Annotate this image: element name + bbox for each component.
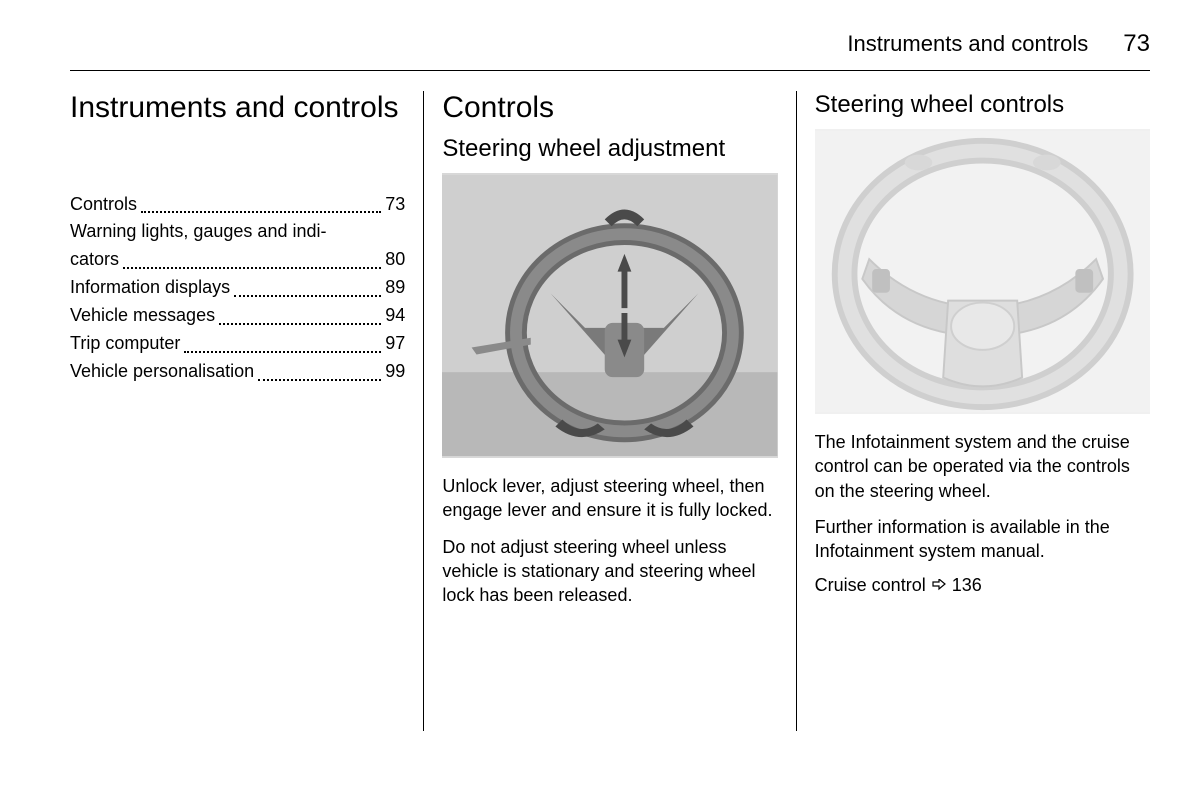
toc-entry: Trip computer 97 [70,330,405,358]
toc-leader-dots [123,267,381,269]
toc-entry: Vehicle personalisation 99 [70,358,405,386]
section-heading: Controls [442,91,777,125]
column-2: Controls Steering wheel adjustment [424,91,795,731]
toc-leader-dots [219,323,381,325]
table-of-contents: Controls 73Warning lights, gauges and ind… [70,191,405,386]
toc-leader-dots [141,211,381,213]
steering-controls-figure [815,129,1150,414]
toc-label: Information displays [70,274,230,302]
toc-page: 97 [385,330,405,358]
xref-label: Cruise control [815,575,926,596]
steering-adjustment-figure [442,173,777,458]
toc-page: 89 [385,274,405,302]
paragraph: The Infotainment system and the cruise c… [815,430,1150,503]
toc-leader-dots [258,379,381,381]
toc-entry: Vehicle messages 94 [70,302,405,330]
toc-leader-dots [184,351,381,353]
column-1: Instruments and controls Controls 73Warni… [70,91,423,731]
toc-label: Vehicle personalisation [70,358,254,386]
toc-entry: cators 80 [70,246,405,274]
paragraph: Further information is available in the … [815,515,1150,564]
paragraph: Unlock lever, adjust steering wheel, the… [442,474,777,523]
toc-page: 94 [385,302,405,330]
toc-label: Controls [70,191,137,219]
header-title: Instruments and controls [847,31,1088,57]
toc-page: 73 [385,191,405,219]
toc-page: 80 [385,246,405,274]
toc-label: Trip computer [70,330,180,358]
header-page-number: 73 [1123,30,1150,58]
toc-entry: Warning lights, gauges and indi- [70,218,405,246]
toc-label: Vehicle messages [70,302,215,330]
toc-entry: Controls 73 [70,191,405,219]
paragraph: Do not adjust steering wheel unless vehi… [442,535,777,608]
chapter-heading: Instruments and controls [70,91,405,126]
page-header: Instruments and controls 73 [70,30,1150,71]
manual-page: Instruments and controls 73 Instruments … [0,0,1200,761]
toc-leader-dots [234,295,381,297]
column-3: Steering wheel controls The Infotainment [797,91,1150,731]
xref-page: 136 [952,575,982,596]
subsection-heading: Steering wheel adjustment [442,135,777,163]
toc-entry: Information displays 89 [70,274,405,302]
three-column-layout: Instruments and controls Controls 73Warni… [70,91,1150,731]
toc-page: 99 [385,358,405,386]
toc-label: cators [70,246,119,274]
cross-reference: Cruise control 136 [815,575,1150,596]
xref-arrow-icon [932,579,946,593]
subsection-heading: Steering wheel controls [815,91,1150,119]
